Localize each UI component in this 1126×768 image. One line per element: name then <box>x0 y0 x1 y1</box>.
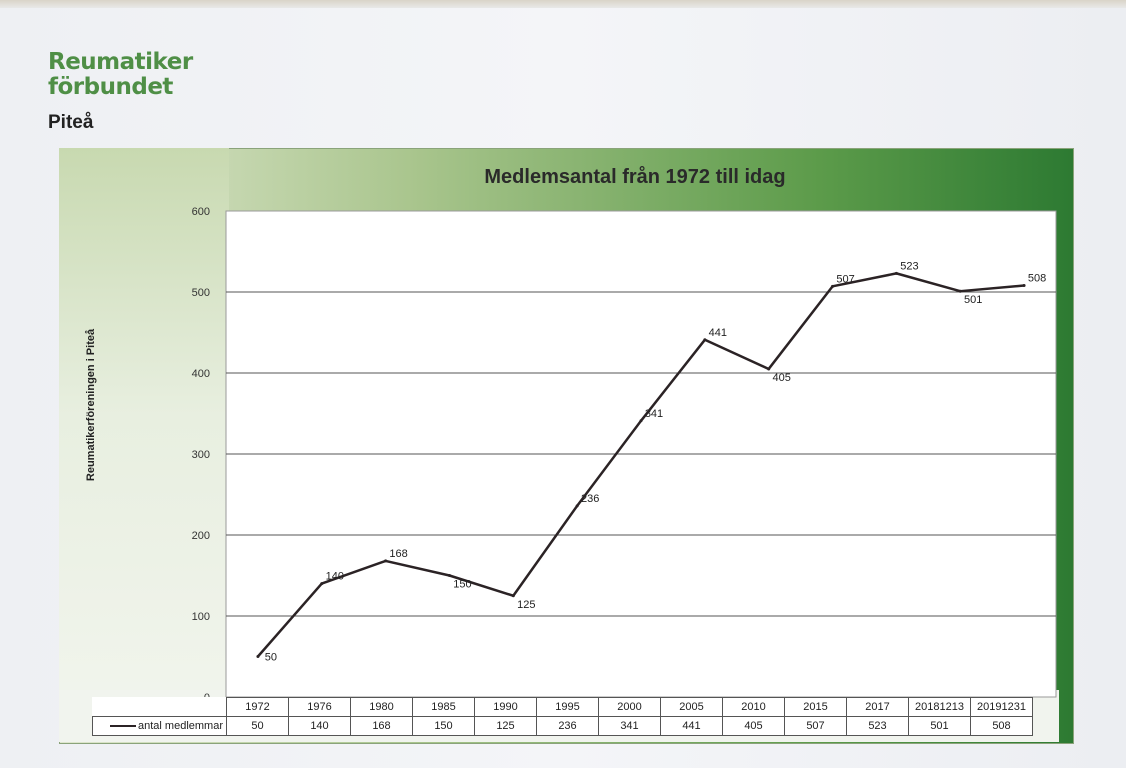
data-point <box>639 419 643 423</box>
y-tick-label: 300 <box>192 449 210 461</box>
y-tick-label: 100 <box>192 611 210 623</box>
data-point <box>320 582 324 586</box>
table-value-cell: 405 <box>722 716 785 736</box>
table-category-cell: 20191231 <box>970 697 1033 717</box>
table-category-cell: 1980 <box>350 697 413 717</box>
data-label: 341 <box>645 408 663 420</box>
table-category-cell: 1995 <box>536 697 599 717</box>
table-category-cell: 2000 <box>598 697 661 717</box>
data-point <box>767 367 771 371</box>
data-label: 507 <box>836 273 854 285</box>
legend-line-swatch <box>110 725 137 728</box>
data-label: 150 <box>453 579 471 591</box>
legend-label: antal medlemmar <box>138 720 223 732</box>
data-label: 405 <box>773 372 791 384</box>
data-point <box>256 655 260 658</box>
y-tick-label: 600 <box>192 206 210 218</box>
y-tick-label: 500 <box>192 287 210 299</box>
data-table-category-row: 1972 1976 1980 1985 1990 1995 2000 2005 2010 2015… <box>93 697 1033 717</box>
table-value-cell: 523 <box>846 716 909 736</box>
table-category-cell: 2005 <box>660 697 723 717</box>
table-value-cell: 507 <box>784 716 847 736</box>
legend-entry: antal medlemmar <box>92 716 227 736</box>
table-category-cell: 1972 <box>226 697 289 717</box>
data-point <box>703 338 707 342</box>
logo-line-1: Reumatiker <box>48 49 193 75</box>
data-point <box>575 504 579 508</box>
y-tick-label: 400 <box>192 368 210 380</box>
data-table-corner <box>93 698 227 717</box>
data-point <box>384 559 388 563</box>
data-point <box>511 594 515 598</box>
data-label: 441 <box>709 327 727 339</box>
data-point <box>831 284 835 288</box>
data-point <box>894 271 898 275</box>
table-value-cell: 508 <box>970 716 1033 736</box>
data-label: 523 <box>900 260 918 272</box>
table-value-cell: 236 <box>536 716 599 736</box>
logo-line-2: förbundet <box>48 74 173 100</box>
reumatikerforbundet-logo: Reumatiker förbundet <box>48 50 193 100</box>
chart-frame-left-panel <box>59 148 229 742</box>
table-value-cell: 341 <box>598 716 661 736</box>
table-category-cell: 1976 <box>288 697 351 717</box>
chart-title: Medlemsantal från 1972 till idag <box>484 166 786 188</box>
y-tick-label: 200 <box>192 530 210 542</box>
org-subtitle: Piteå <box>48 112 94 133</box>
data-table-value-row: antal medlemmar 50 140 168 150 125 236 341 441 4… <box>92 716 1033 736</box>
table-value-cell: 168 <box>350 716 413 736</box>
data-label: 508 <box>1028 273 1046 285</box>
data-point <box>447 574 451 577</box>
table-value-cell: 501 <box>908 716 971 736</box>
data-label: 50 <box>265 652 277 664</box>
table-value-cell: 50 <box>226 716 289 736</box>
table-value-cell: 125 <box>474 716 537 736</box>
data-label: 501 <box>964 294 982 306</box>
table-category-cell: 1985 <box>412 697 475 717</box>
data-label: 168 <box>389 548 407 560</box>
table-category-cell: 2015 <box>784 697 847 717</box>
table-category-cell: 20181213 <box>908 697 971 717</box>
data-point <box>1022 284 1026 288</box>
table-value-cell: 150 <box>412 716 475 736</box>
table-category-cell: 1990 <box>474 697 537 717</box>
data-point <box>958 289 962 293</box>
table-value-cell: 441 <box>660 716 723 736</box>
table-category-cell: 2017 <box>846 697 909 717</box>
data-label: 236 <box>581 493 599 505</box>
data-table: 1972 1976 1980 1985 1990 1995 2000 2005 2010 2015… <box>92 697 1033 736</box>
data-label: 125 <box>517 599 535 611</box>
table-category-cell: 2010 <box>722 697 785 717</box>
data-label: 140 <box>326 571 344 583</box>
table-value-cell: 140 <box>288 716 351 736</box>
